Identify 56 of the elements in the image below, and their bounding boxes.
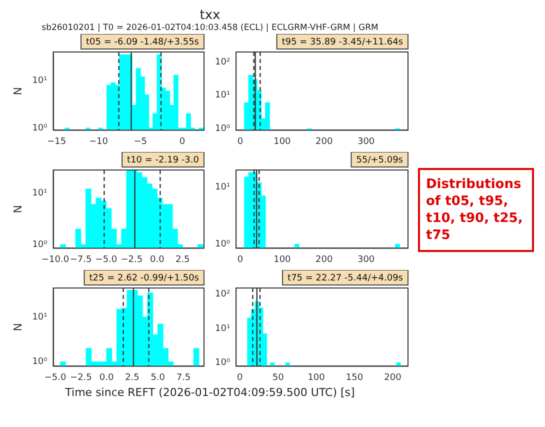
x-tick-label: −2.5 (70, 372, 92, 383)
y-tick-label: 10⁰ (215, 124, 230, 134)
text: t05 = -6.09 -1.48/+3.55s (86, 37, 200, 48)
y-axis-title: N (11, 204, 24, 214)
x-tick-label: 0 (237, 136, 244, 147)
y-tick-label: 10² (215, 57, 230, 68)
y-tick-label: 10¹ (215, 324, 230, 334)
chart-subtitle: sb26010201 | T0 = 2026-01-02T04:10:03.458 (ECL) | ECLGRM-VHF-GRM | GRM (40, 23, 380, 34)
x-tick-label: −10 (88, 136, 108, 147)
x-tick-label: 100 (308, 372, 326, 383)
x-tick-label: 200 (316, 254, 333, 265)
text: t75 = 22.27 -5.44/+4.09s (288, 273, 404, 284)
y-tick-label: 10² (215, 289, 230, 300)
x-tick-label: 2.5 (175, 254, 190, 265)
y-tick-label: 10¹ (215, 90, 230, 101)
x-tick-label: 0.0 (99, 372, 114, 383)
x-tick-label: 0 (237, 372, 244, 383)
x-tick-label: 100 (274, 254, 292, 265)
y-tick-label: 10¹ (32, 188, 48, 198)
x-tick-label: 2.5 (125, 372, 140, 383)
x-tick-label: −5.0 (95, 254, 118, 265)
text: t25 = 2.62 -0.99/+1.50s (89, 273, 200, 284)
x-tick-label: 300 (357, 136, 375, 147)
y-tick-label: 10⁰ (32, 240, 48, 250)
x-tick-label: 7.5 (176, 372, 191, 383)
y-tick-label: 10⁰ (215, 358, 230, 368)
x-tick-label: 100 (274, 136, 292, 147)
y-tick-label: 10¹ (32, 312, 48, 323)
x-tick-label: −2.5 (120, 254, 143, 265)
x-tick-label: −15 (47, 136, 66, 147)
x-tick-label: 0 (179, 136, 186, 147)
x-axis-title: Time since REFT (2026-01-02T04:09:59.500 UTC) [s] (64, 386, 356, 399)
chart-title: txx (198, 8, 222, 23)
y-tick-label: 10¹ (32, 76, 48, 86)
text: Distributions of t05, t95, t10, t90, t25, t75 (426, 176, 524, 244)
x-tick-label: 5.0 (150, 372, 166, 383)
y-axis-title: N (11, 322, 24, 332)
x-tick-label: 0.0 (150, 254, 165, 265)
text: t95 = 35.89 -3.45/+11.64s (282, 37, 404, 48)
x-tick-label: −7.5 (70, 254, 92, 265)
y-tick-label: 10⁰ (32, 357, 48, 368)
y-tick-label: 10⁰ (32, 123, 48, 134)
y-tick-label: 10¹ (215, 182, 230, 193)
y-axis-title: N (11, 86, 24, 96)
text: t10 = -2.19 -3.0 (127, 155, 200, 166)
x-tick-label: 50 (272, 372, 284, 383)
x-tick-label: 0 (237, 254, 244, 265)
x-tick-label: −5 (134, 136, 147, 147)
x-tick-label: 150 (346, 372, 364, 383)
x-tick-label: −5.0 (44, 372, 67, 383)
x-tick-label: 200 (316, 136, 333, 147)
y-tick-label: 10⁰ (215, 240, 230, 250)
x-tick-label: 300 (357, 254, 375, 265)
x-tick-label: 200 (384, 372, 402, 383)
text: 55/+5.09s (356, 155, 404, 166)
x-tick-label: −10.0 (42, 254, 70, 265)
